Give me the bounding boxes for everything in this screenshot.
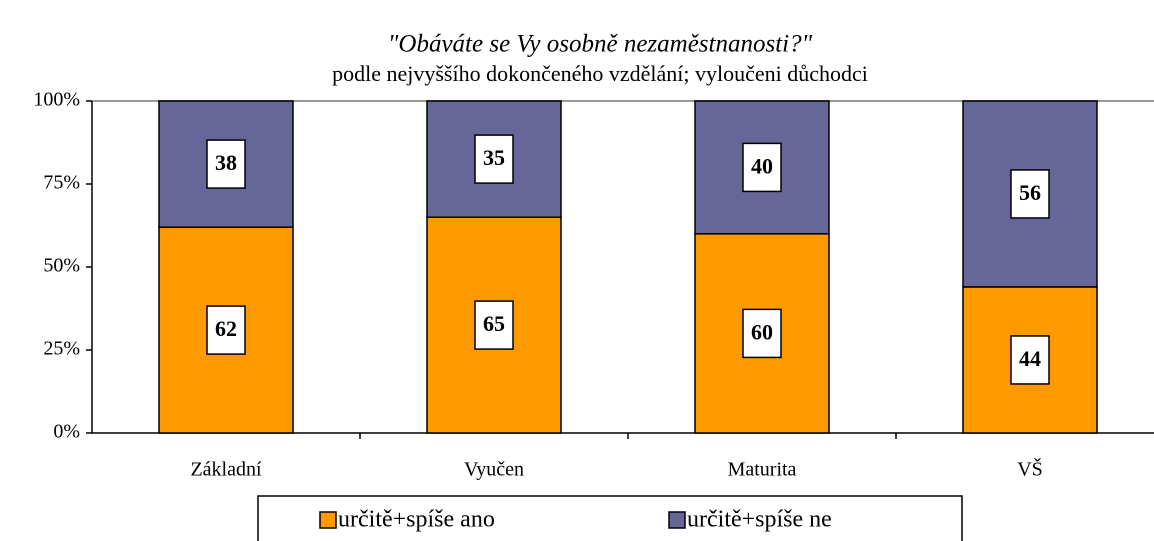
data-label: 65 xyxy=(483,311,505,336)
x-tick-label: VŠ xyxy=(1017,457,1043,481)
x-tick-label: Maturita xyxy=(728,459,797,481)
data-label-box xyxy=(1010,169,1050,219)
y-tick-label: 100% xyxy=(33,89,80,111)
data-label-box xyxy=(474,134,514,184)
data-label-box xyxy=(474,300,514,350)
data-label: 35 xyxy=(483,145,505,170)
data-label-box xyxy=(206,305,246,355)
x-tick-label: Vyučen xyxy=(464,459,524,481)
data-label-box xyxy=(742,142,782,193)
data-label: 40 xyxy=(751,153,773,178)
legend-label: určitě+spíše ne xyxy=(687,507,832,533)
data-label: 38 xyxy=(215,150,237,175)
data-label-box xyxy=(206,139,246,189)
data-label: 60 xyxy=(751,319,773,344)
y-tick-label: 25% xyxy=(43,338,80,360)
data-label: 56 xyxy=(1019,180,1041,205)
y-tick-label: 0% xyxy=(53,421,80,443)
y-tick-label: 75% xyxy=(43,172,80,194)
chart-title: "Obáváte se Vy osobně nezaměstnanosti?" xyxy=(388,31,813,58)
data-label: 62 xyxy=(215,316,237,341)
data-label-box xyxy=(1010,335,1050,385)
x-tick-label: Základní xyxy=(190,459,262,481)
y-tick-label: 50% xyxy=(43,255,80,277)
legend-swatch xyxy=(668,511,686,529)
data-label: 44 xyxy=(1019,346,1041,371)
data-label-box xyxy=(742,308,782,359)
legend xyxy=(257,495,963,541)
legend-swatch xyxy=(319,511,337,529)
chart-subtitle: podle nejvyššího dokončeného vzdělání; v… xyxy=(332,61,868,86)
legend-label: určitě+spíše ano xyxy=(338,507,495,533)
